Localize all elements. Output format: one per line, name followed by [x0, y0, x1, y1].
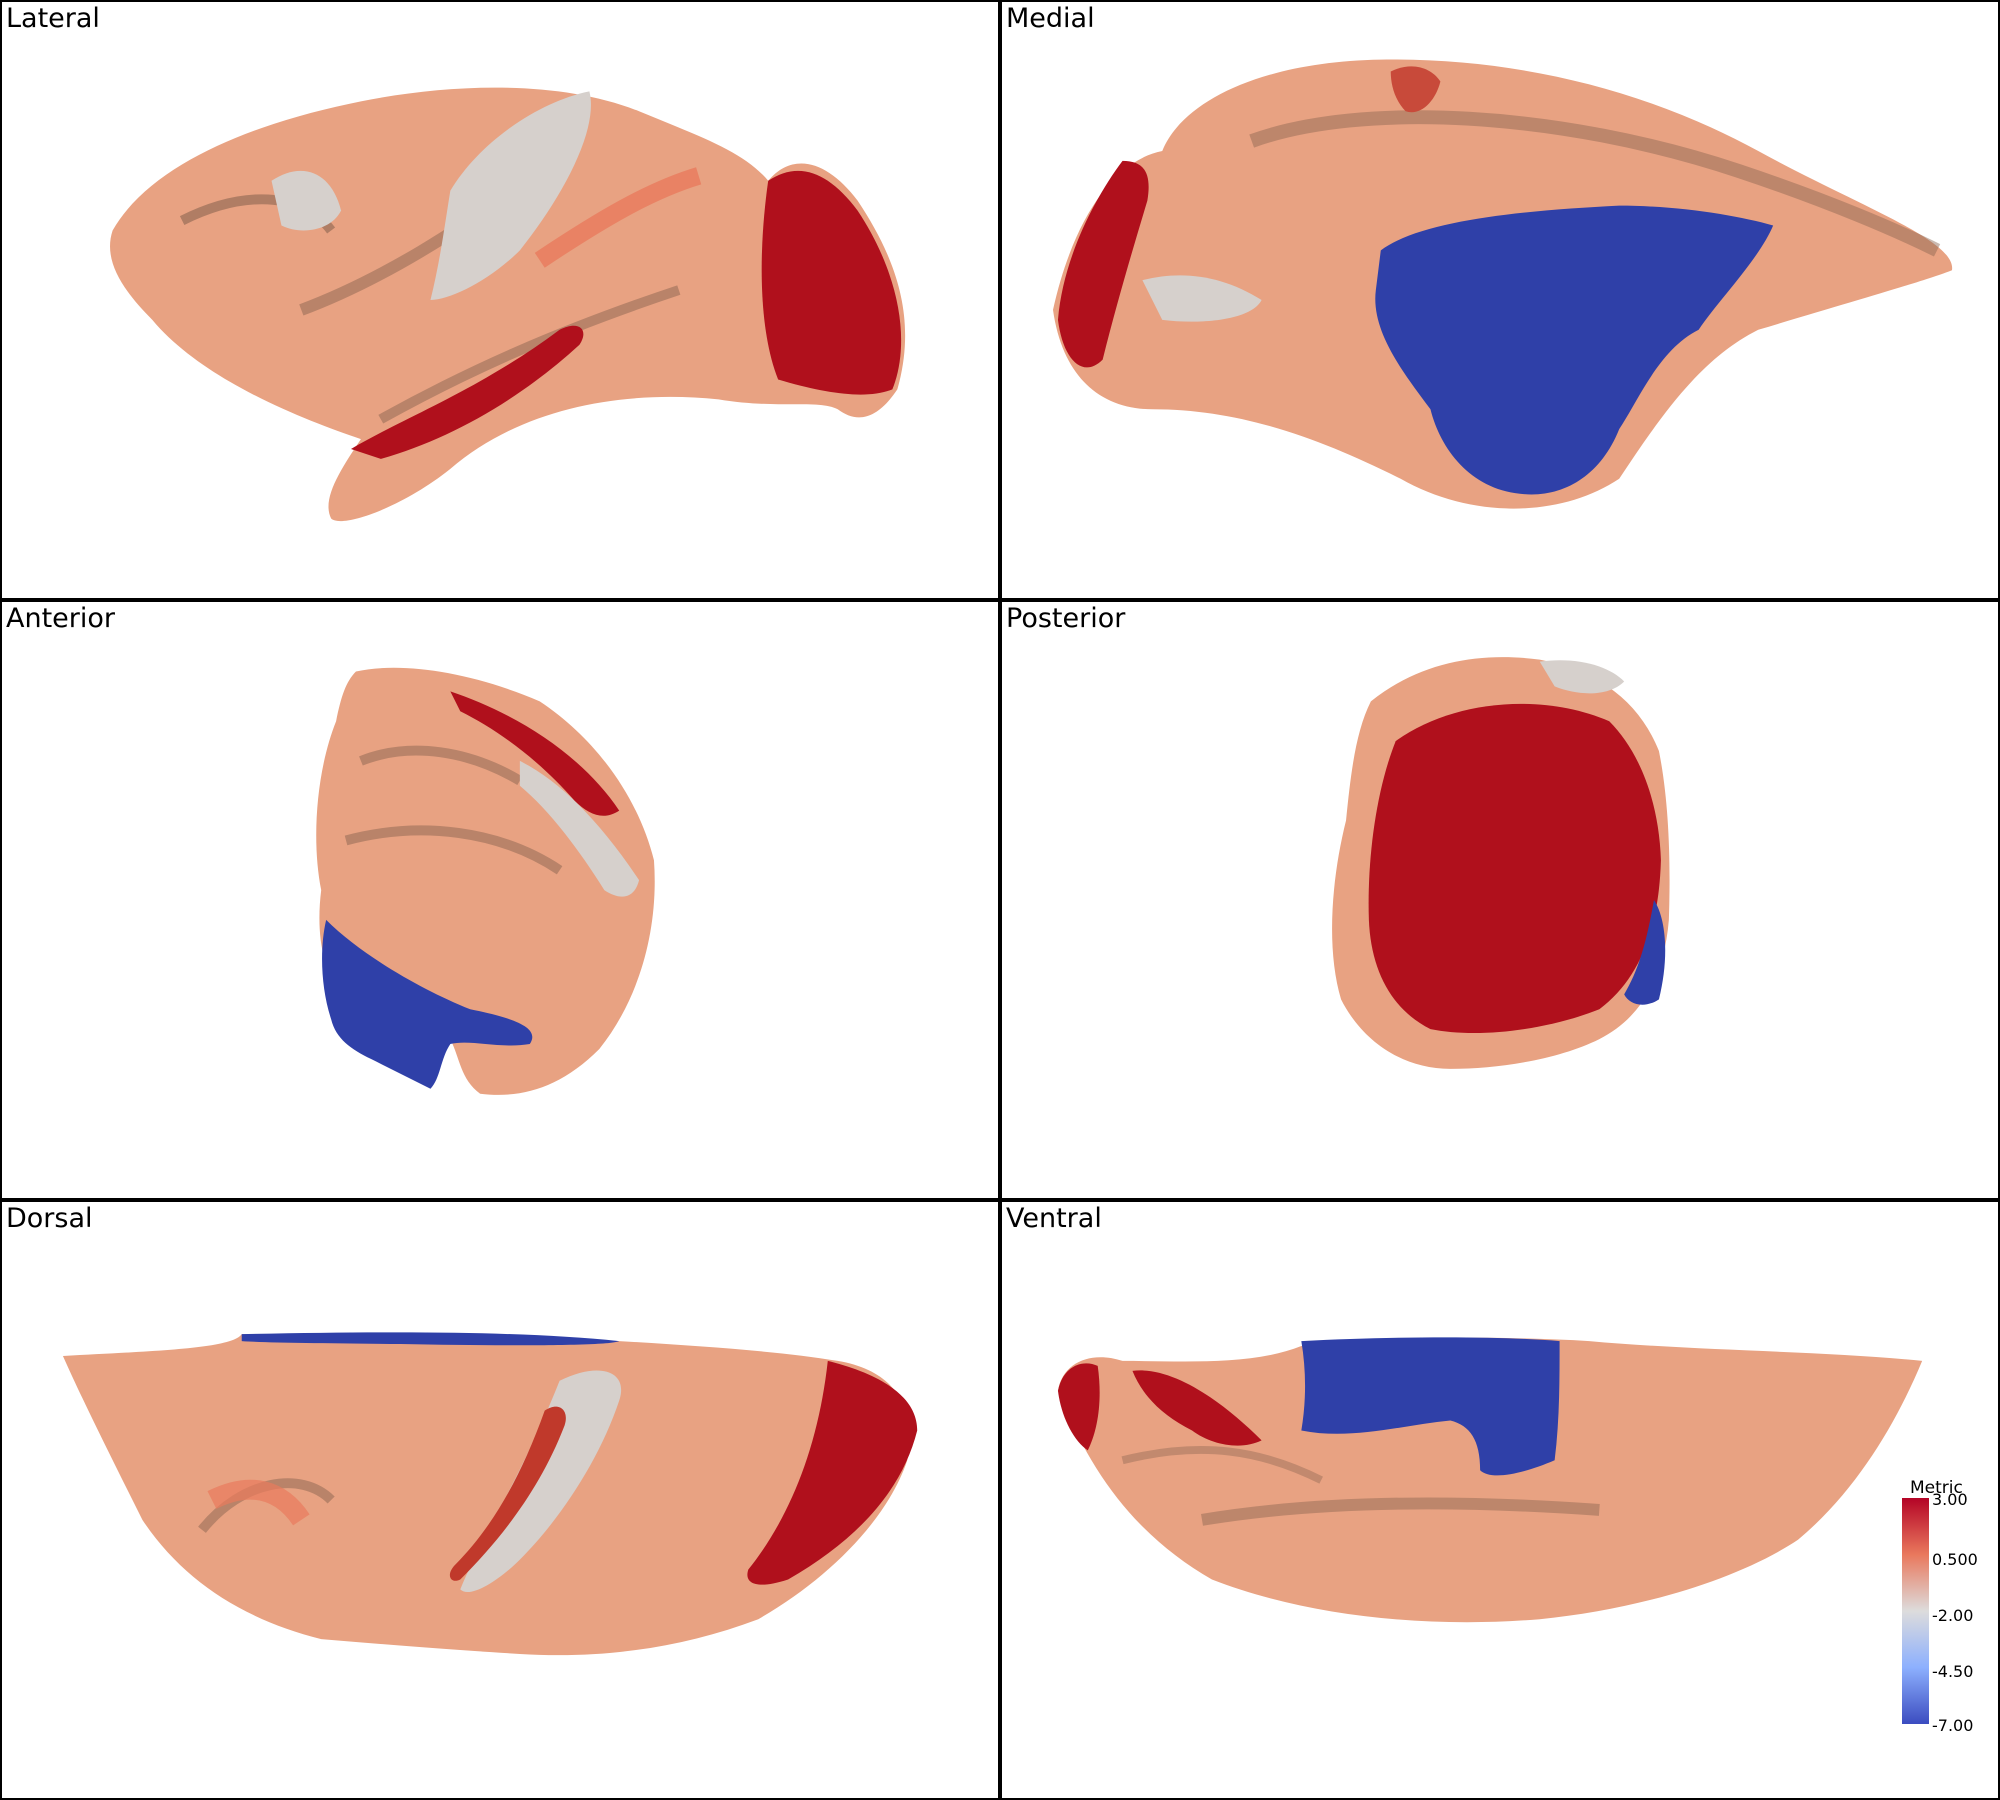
view-label-ventral: Ventral [1006, 1203, 1102, 1234]
red-region [1390, 66, 1441, 113]
sulcus-shadow [1121, 1445, 1323, 1484]
sulcus-shadow [359, 745, 523, 786]
brain-surface-dorsal [62, 1332, 918, 1656]
cortex-region [62, 1334, 910, 1656]
grey-region [519, 760, 640, 897]
red-region [1057, 1363, 1100, 1451]
orange-stripe [207, 1479, 310, 1526]
colorbar-gradient [1902, 1498, 1929, 1724]
grey-region [460, 1370, 622, 1593]
panel-lateral[interactable]: Lateral [0, 0, 1000, 600]
view-label-dorsal: Dorsal [6, 1203, 93, 1234]
grey-region [1539, 660, 1625, 694]
grey-region [271, 170, 342, 231]
colorbar-tick: 0.500 [1932, 1550, 1978, 1569]
sulcus-shadow [1249, 110, 1941, 257]
brain-surface-posterior [1332, 657, 1670, 1069]
blue-region [1375, 205, 1774, 495]
view-label-lateral: Lateral [6, 3, 100, 34]
sulcus-shadow [344, 825, 563, 875]
blue-region [1624, 900, 1666, 1005]
colorbar-tick: -7.00 [1932, 1716, 1974, 1735]
colorbar-tick: 3.00 [1932, 1490, 1968, 1509]
panel-ventral[interactable]: Ventral [1000, 1200, 2000, 1800]
view-label-anterior: Anterior [6, 603, 116, 634]
brain-surface-lateral [110, 87, 906, 522]
colorbar-title: Metric [1910, 1478, 1963, 1498]
panel-anterior[interactable]: Anterior [0, 600, 1000, 1200]
red-region [450, 691, 620, 816]
red-region [1132, 1370, 1262, 1446]
brain-surface-ventral [1057, 1337, 1923, 1623]
metric-colorbar: Metric 3.00 0.500 -2.00 -4.50 -7.00 [1900, 1478, 1990, 1748]
red-region [1368, 703, 1661, 1034]
red-region [449, 1406, 566, 1581]
brain-surface-medial [1053, 59, 1953, 509]
view-label-medial: Medial [1006, 3, 1095, 34]
red-region [351, 325, 584, 459]
cortex-region [1057, 1337, 1923, 1623]
orange-stripe [534, 167, 702, 268]
grey-region [430, 91, 591, 301]
red-region [761, 170, 902, 395]
colorbar-tick: -4.50 [1932, 1662, 1974, 1681]
panel-dorsal[interactable]: Dorsal [0, 1200, 1000, 1800]
red-region [1057, 160, 1149, 368]
blue-region [322, 919, 533, 1089]
panel-medial[interactable]: Medial [1000, 0, 2000, 600]
panel-posterior[interactable]: Posterior [1000, 600, 2000, 1200]
view-label-posterior: Posterior [1006, 603, 1126, 634]
sulcus-shadow [378, 285, 681, 424]
sulcus-shadow [1201, 1497, 1600, 1526]
brain-surface-anterior [316, 667, 655, 1095]
red-region [747, 1360, 918, 1585]
blue-region [241, 1332, 620, 1346]
grey-region [1142, 275, 1262, 322]
colorbar-tick: -2.00 [1932, 1606, 1974, 1625]
blue-region [1301, 1337, 1560, 1476]
